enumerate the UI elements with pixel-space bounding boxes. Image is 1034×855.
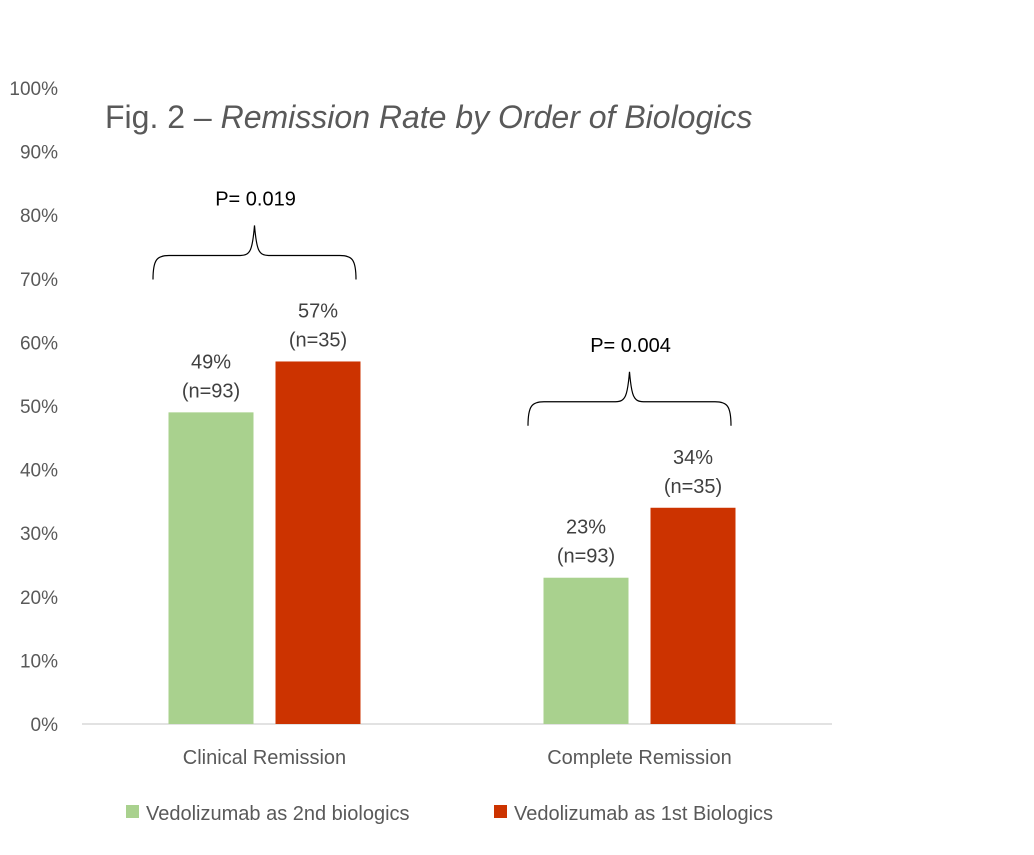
- data-labels: 49% (n=93) 57% (n=35) 23% (n=93) 34% (n=35): [182, 300, 722, 567]
- y-tick-label: 70%: [20, 270, 58, 291]
- bars: [168, 361, 736, 724]
- x-category-label: Clinical Remission: [183, 747, 346, 769]
- y-tick-label: 60%: [20, 333, 58, 354]
- y-tick-label: 0%: [31, 715, 59, 736]
- data-label-percent: 34%: [673, 447, 713, 469]
- data-label-n: (n=35): [289, 329, 347, 351]
- bar-1-1: [168, 412, 254, 724]
- bracket: [152, 225, 357, 280]
- legend-swatch: [494, 805, 507, 818]
- data-label-percent: 23%: [566, 517, 606, 539]
- data-label-n: (n=35): [664, 476, 722, 498]
- y-tick-label: 40%: [20, 461, 58, 482]
- legend-label: Vedolizumab as 2nd biologics: [146, 803, 410, 825]
- y-tick-label: 50%: [20, 397, 58, 418]
- p-value-label: P= 0.004: [590, 335, 671, 357]
- chart-title: Fig. 2 – Remission Rate by Order of Biol…: [105, 99, 752, 135]
- legend: Vedolizumab as 2nd biologics Vedolizumab …: [126, 803, 773, 825]
- data-label-percent: 49%: [191, 351, 231, 373]
- y-axis-ticks: 0% 10% 20% 30% 40% 50% 60% 70% 80% 90% 100%: [9, 79, 58, 736]
- bar-2-2: [650, 507, 736, 724]
- y-tick-label: 100%: [9, 79, 58, 100]
- data-label-percent: 57%: [298, 300, 338, 322]
- y-tick-label: 10%: [20, 651, 58, 672]
- y-tick-label: 90%: [20, 143, 58, 164]
- y-tick-label: 20%: [20, 588, 58, 609]
- x-category-label: Complete Remission: [547, 747, 732, 769]
- y-tick-label: 30%: [20, 524, 58, 545]
- chart-title-prefix: Fig. 2 –: [105, 99, 221, 135]
- bar-1-2: [543, 577, 629, 724]
- chart-title-italic: Remission Rate by Order of Biologics: [221, 99, 753, 135]
- data-label-n: (n=93): [557, 546, 615, 568]
- p-value-label: P= 0.019: [215, 188, 296, 210]
- legend-label: Vedolizumab as 1st Biologics: [514, 803, 773, 825]
- bar-2-1: [275, 361, 361, 724]
- bracket: [527, 371, 732, 426]
- significance-brackets: P= 0.019 P= 0.004: [152, 188, 732, 426]
- legend-swatch: [126, 805, 139, 818]
- y-tick-label: 80%: [20, 206, 58, 227]
- data-label-n: (n=93): [182, 380, 240, 402]
- x-axis-categories: Clinical Remission Complete Remission: [183, 747, 732, 769]
